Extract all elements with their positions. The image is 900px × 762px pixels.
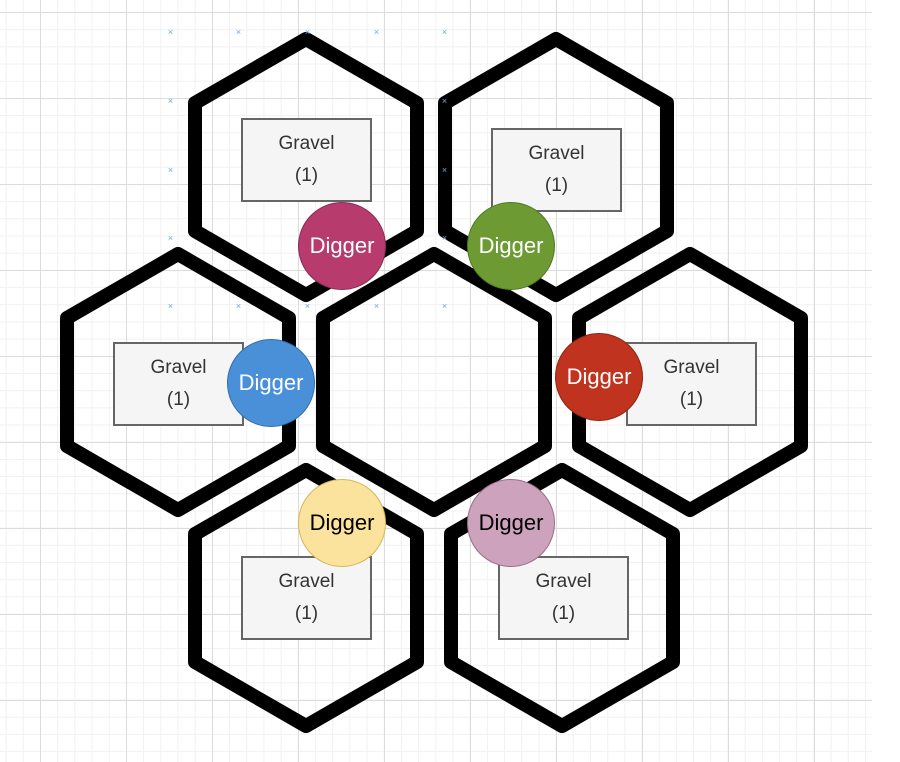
resource-count: (1) xyxy=(294,165,319,186)
digger-label: Digger xyxy=(478,233,544,258)
resource-name: Gravel xyxy=(528,143,585,164)
gravel-box-top-right[interactable]: Gravel (1) xyxy=(491,128,622,212)
hex-tile-middle-right[interactable] xyxy=(572,247,808,517)
digger-token-magenta[interactable]: Digger xyxy=(298,202,386,290)
digger-token-blue[interactable]: Digger xyxy=(227,339,315,427)
selection-marker[interactable]: × xyxy=(167,96,174,106)
selection-marker[interactable]: × xyxy=(304,27,311,37)
hex-tile-bottom-left[interactable] xyxy=(188,463,424,733)
resource-count: (1) xyxy=(294,603,319,624)
selection-marker[interactable]: × xyxy=(304,301,311,311)
hex-tile-bottom-right[interactable] xyxy=(444,463,680,733)
selection-marker[interactable]: × xyxy=(235,301,242,311)
canvas-margin xyxy=(872,0,900,762)
digger-token-mauve[interactable]: Digger xyxy=(467,479,555,567)
resource-count: (1) xyxy=(679,389,704,410)
selection-marker[interactable]: × xyxy=(441,96,448,106)
selection-marker[interactable]: × xyxy=(235,27,242,37)
digger-label: Digger xyxy=(309,510,375,535)
selection-marker[interactable]: × xyxy=(167,27,174,37)
selection-marker[interactable]: × xyxy=(167,233,174,243)
selection-marker[interactable]: × xyxy=(441,233,448,243)
selection-marker[interactable]: × xyxy=(167,301,174,311)
hex-grid xyxy=(60,32,808,733)
digger-label: Digger xyxy=(478,510,544,535)
selection-marker[interactable]: × xyxy=(373,27,380,37)
hex-tile-middle-left[interactable] xyxy=(60,247,296,517)
resource-count: (1) xyxy=(551,603,576,624)
resource-count: (1) xyxy=(544,175,569,196)
gravel-box-top-left[interactable]: Gravel (1) xyxy=(241,118,372,202)
selection-marker[interactable]: × xyxy=(441,27,448,37)
diagram-canvas[interactable]: × × × × × × × × × × × × × × × × Gravel (… xyxy=(0,0,872,762)
hex-tile-top-right[interactable] xyxy=(438,32,674,302)
digger-label: Digger xyxy=(566,364,632,389)
resource-name: Gravel xyxy=(278,571,335,592)
resource-count: (1) xyxy=(166,389,191,410)
digger-label: Digger xyxy=(309,233,375,258)
selection-marker[interactable]: × xyxy=(441,165,448,175)
selection-marker[interactable]: × xyxy=(373,301,380,311)
hex-tile-center[interactable] xyxy=(316,247,552,517)
resource-name: Gravel xyxy=(663,357,720,378)
selection-marker[interactable]: × xyxy=(167,165,174,175)
digger-token-yellow[interactable]: Digger xyxy=(298,479,386,567)
digger-token-red[interactable]: Digger xyxy=(555,333,643,421)
resource-name: Gravel xyxy=(535,571,592,592)
gravel-box-bottom-right[interactable]: Gravel (1) xyxy=(498,556,629,640)
digger-label: Digger xyxy=(238,370,304,395)
gravel-box-middle-left[interactable]: Gravel (1) xyxy=(113,342,244,426)
selection-marker[interactable]: × xyxy=(441,301,448,311)
resource-name: Gravel xyxy=(278,133,335,154)
gravel-box-middle-right[interactable]: Gravel (1) xyxy=(626,342,757,426)
resource-name: Gravel xyxy=(150,357,207,378)
gravel-box-bottom-left[interactable]: Gravel (1) xyxy=(241,556,372,640)
digger-token-green[interactable]: Digger xyxy=(467,202,555,290)
hex-tile-top-left[interactable] xyxy=(188,32,424,302)
